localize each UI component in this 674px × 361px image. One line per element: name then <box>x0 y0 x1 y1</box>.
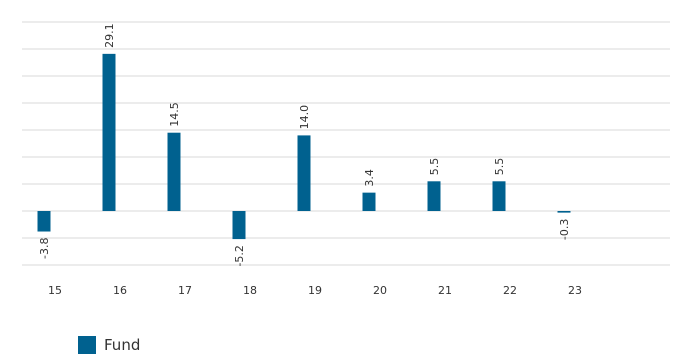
bar-19 <box>297 135 311 211</box>
data-label-23: -0.3 <box>558 219 571 240</box>
x-tick-16: 16 <box>113 284 127 297</box>
data-label-19: 14.0 <box>298 105 311 130</box>
bar-20 <box>362 192 376 211</box>
bar-21 <box>427 181 441 211</box>
bar-16 <box>102 53 116 211</box>
bar-chart: -3.8 29.1 14.5 -5.2 14.0 3.4 5.5 5.5 -0.3 15 16 17… <box>22 21 670 297</box>
data-label-15: -3.8 <box>38 238 51 259</box>
data-label-18: -5.2 <box>233 245 246 266</box>
x-tick-23: 23 <box>568 284 582 297</box>
bar-22 <box>492 181 506 211</box>
bar-15 <box>37 211 51 232</box>
x-tick-labels: 15 16 17 18 19 20 21 22 23 <box>48 284 582 297</box>
legend: Fund <box>78 336 140 354</box>
data-label-17: 14.5 <box>168 102 181 127</box>
x-tick-15: 15 <box>48 284 62 297</box>
x-tick-20: 20 <box>373 284 387 297</box>
legend-swatch-fund <box>78 336 96 354</box>
data-label-16: 29.1 <box>103 23 116 48</box>
data-labels: -3.8 29.1 14.5 -5.2 14.0 3.4 5.5 5.5 -0.3 <box>38 23 571 266</box>
bar-17 <box>167 132 181 211</box>
data-label-21: 5.5 <box>428 158 441 176</box>
x-tick-18: 18 <box>243 284 257 297</box>
x-tick-17: 17 <box>178 284 192 297</box>
gridlines <box>22 21 670 266</box>
x-tick-22: 22 <box>503 284 517 297</box>
legend-label-fund: Fund <box>104 336 141 354</box>
data-label-22: 5.5 <box>493 158 506 176</box>
bar-18 <box>232 211 246 240</box>
x-tick-19: 19 <box>308 284 322 297</box>
data-label-20: 3.4 <box>363 169 376 187</box>
x-tick-21: 21 <box>438 284 452 297</box>
bar-23 <box>557 211 571 213</box>
bars <box>37 53 571 240</box>
